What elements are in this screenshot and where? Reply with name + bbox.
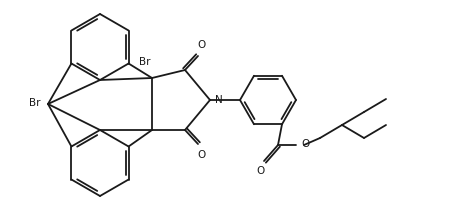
Text: Br: Br	[28, 98, 40, 108]
Text: Br: Br	[139, 57, 150, 67]
Text: O: O	[197, 150, 205, 160]
Text: O: O	[197, 40, 205, 50]
Text: O: O	[256, 166, 264, 176]
Text: O: O	[301, 139, 309, 149]
Text: N: N	[215, 95, 223, 105]
